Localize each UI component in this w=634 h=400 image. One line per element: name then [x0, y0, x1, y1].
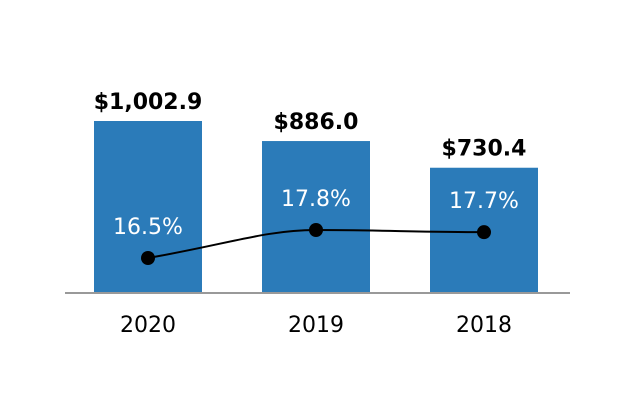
line-layer: 16.5% 17.8% 17.7%	[113, 187, 519, 265]
margin-label: 16.5%	[113, 215, 183, 240]
labels-layer: $1,002.9 $886.0 $730.4	[94, 90, 527, 162]
bar-value-label: $886.0	[274, 110, 359, 135]
margin-label: 17.8%	[281, 187, 351, 212]
x-tick-label: 2020	[120, 313, 176, 338]
bar-value-label: $1,002.9	[94, 90, 203, 115]
margin-label: 17.7%	[449, 189, 519, 214]
x-tick-label: 2018	[456, 313, 512, 338]
x-tick-label: 2019	[288, 313, 344, 338]
bar-2019	[262, 141, 370, 293]
ticks-layer: 2020 2019 2018	[120, 313, 512, 338]
bars-layer	[94, 121, 538, 293]
margin-point	[477, 225, 491, 240]
margin-point	[309, 223, 323, 237]
bar-value-label: $730.4	[442, 137, 527, 162]
margin-point	[141, 251, 155, 265]
bar-2020	[94, 121, 202, 293]
